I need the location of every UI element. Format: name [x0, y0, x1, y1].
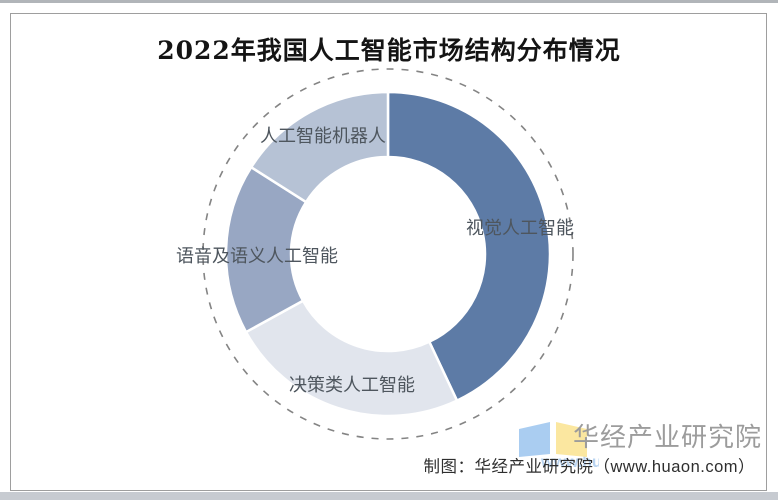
slice-label-speech-semantic-ai: 语音及语义人工智能	[176, 246, 338, 266]
dashed-outline-circle	[202, 68, 574, 440]
donut-chart	[202, 68, 574, 440]
logo-left-page	[519, 422, 550, 457]
chart-title: 2022年我国人工智能市场结构分布情况	[157, 36, 621, 65]
pie-slice-0	[386, 90, 552, 402]
pie-slice-1	[244, 299, 459, 418]
logo-text: 华经产业研究院	[573, 422, 763, 452]
slice-label-decision-ai: 决策类人工智能	[289, 375, 415, 395]
bottom-edge-strip	[0, 492, 778, 500]
pie-slice-3	[249, 90, 390, 204]
open-book-logo-icon	[519, 422, 587, 457]
slice-label-visual-ai: 视觉人工智能	[466, 218, 574, 238]
slice-label-ai-robot: 人工智能机器人	[260, 126, 386, 146]
logo-right-page	[556, 422, 587, 457]
watermark-text: www.huaon.com	[541, 454, 599, 471]
top-edge-strip	[0, 0, 778, 3]
credit-line: 制图：华经产业研究院（www.huaon.com）	[423, 458, 755, 476]
